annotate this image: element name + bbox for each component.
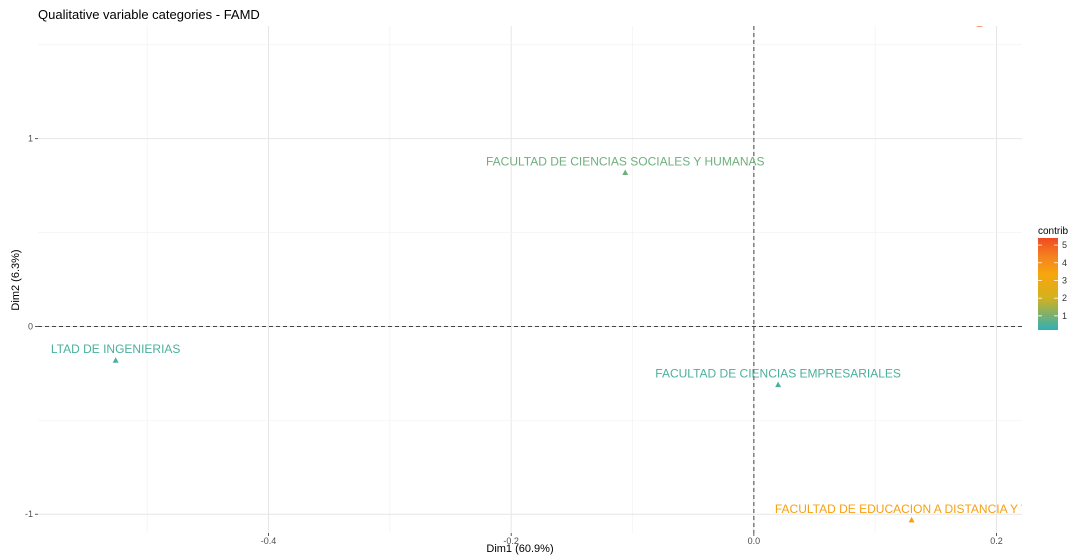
y-axis-title: Dim2 (6.3%) <box>10 249 22 310</box>
category-point-label: DEPARTAMENTO DE CIENCI <box>899 6 1061 20</box>
legend-tick-label: 3 <box>1062 275 1067 285</box>
legend: contrib 1 2 3 4 5 <box>1038 226 1068 330</box>
category-point-label: FACULTAD DE CIENCIAS SOCIALES Y HUMANAS <box>486 154 765 168</box>
x-tick-label: 0.2 <box>990 536 1003 546</box>
category-point-label: FACULTAD DE EDUCACION A DISTANCIA Y VIRT <box>775 502 1049 516</box>
category-point-marker <box>775 381 782 388</box>
category-point-marker <box>976 26 983 27</box>
x-tick-label: 0.0 <box>748 536 761 546</box>
legend-ticks: 1 2 3 4 5 <box>1038 240 1067 321</box>
x-axis-title: Dim1 (60.9%) <box>486 543 553 555</box>
legend-tick-label: 4 <box>1062 258 1067 268</box>
legend-tick-label: 1 <box>1062 311 1067 321</box>
legend-title: contrib <box>1038 226 1068 237</box>
category-point-marker <box>112 357 119 363</box>
y-tick-label: 1 <box>28 134 33 144</box>
category-point-marker <box>622 169 629 175</box>
reference-lines <box>38 26 1022 533</box>
axis-ticks: -0.4 -0.2 0.0 0.2 -1 0 1 <box>25 134 1003 546</box>
legend-tick-label: 2 <box>1062 293 1067 303</box>
category-point-label: LTAD DE INGENIERIAS <box>51 342 181 356</box>
legend-colorbar <box>1038 238 1058 330</box>
points-layer: DEPARTAMENTO DE CIENCI FACULTAD DE CIENCI… <box>51 6 1061 523</box>
x-tick-label: -0.2 <box>503 536 519 546</box>
plot-panel <box>38 26 1022 533</box>
y-tick-label: 0 <box>28 321 33 331</box>
chart-title: Qualitative variable categories - FAMD <box>38 7 260 22</box>
category-point-marker <box>908 516 915 523</box>
category-point-label: FACULTAD DE CIENCIAS EMPRESARIALES <box>655 367 901 381</box>
x-tick-label: -0.4 <box>261 536 277 546</box>
y-tick-label: -1 <box>25 509 33 519</box>
legend-tick-label: 5 <box>1062 240 1067 250</box>
